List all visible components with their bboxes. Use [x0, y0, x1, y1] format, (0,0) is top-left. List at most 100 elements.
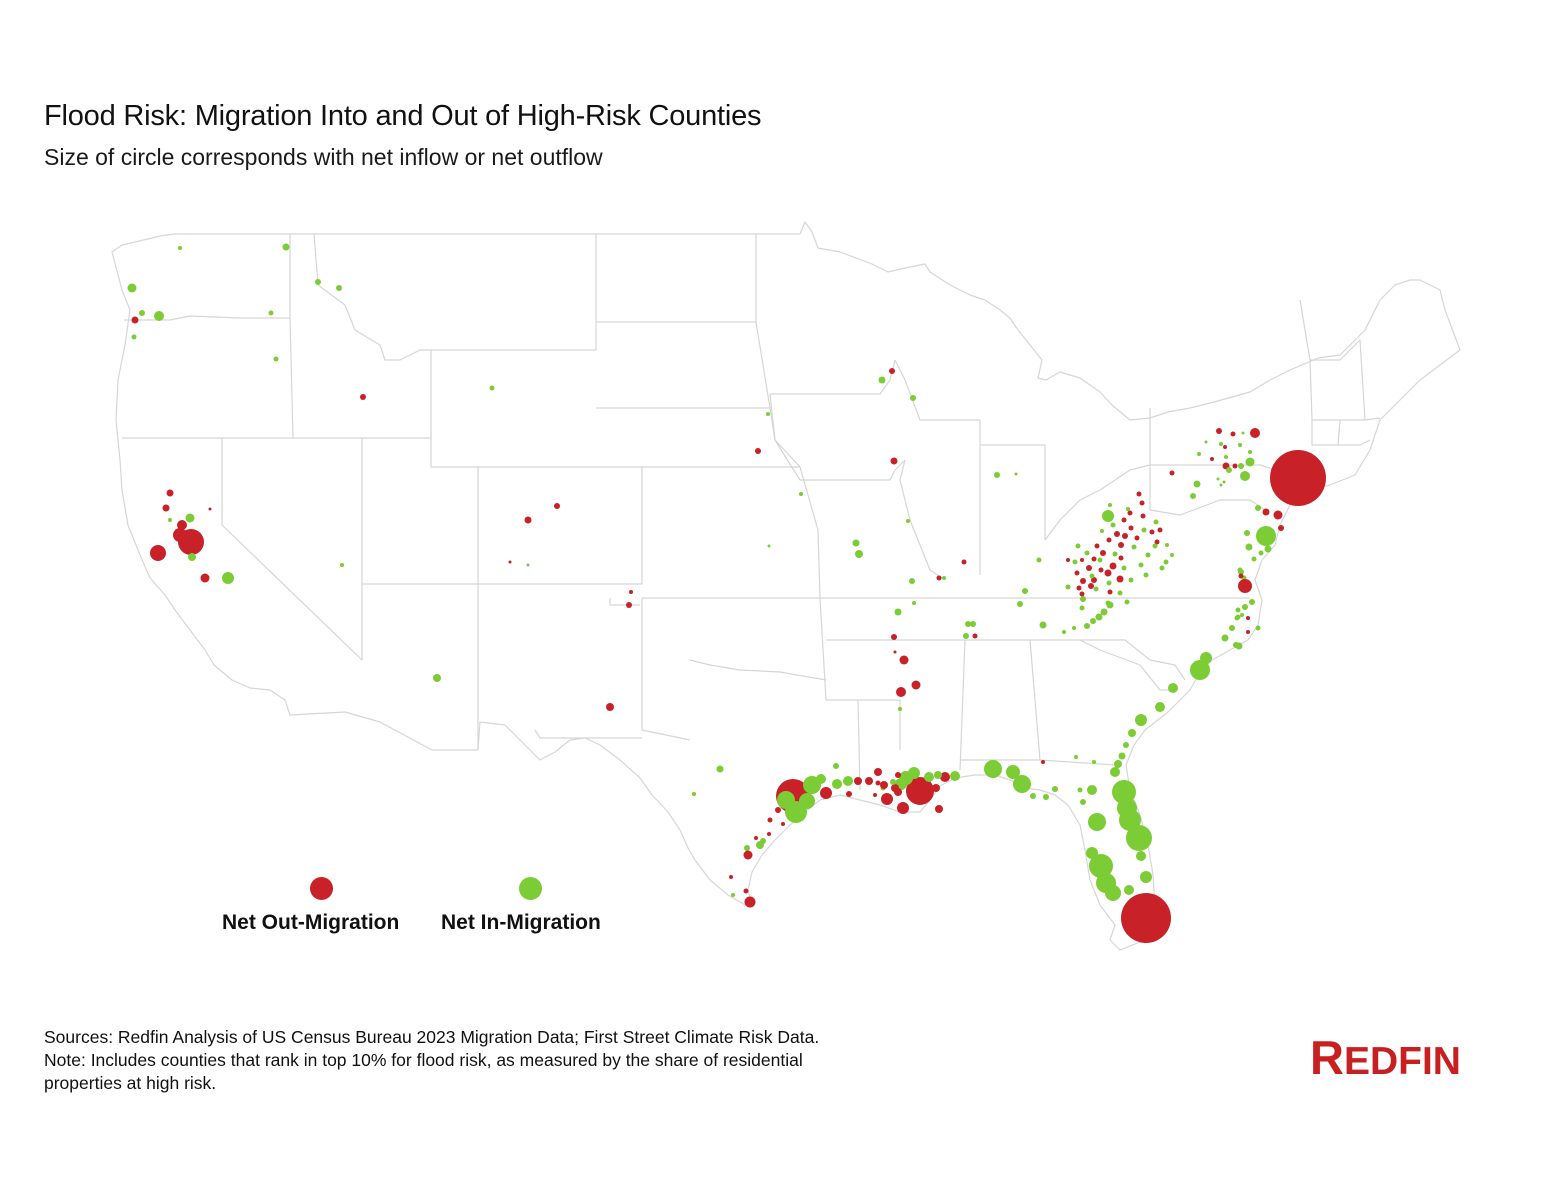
out-migration-circle — [755, 448, 761, 454]
out-migration-circle — [1149, 529, 1155, 535]
in-migration-circle — [1163, 559, 1169, 565]
in-migration-circle — [1039, 621, 1047, 629]
in-migration-circle — [1013, 775, 1031, 793]
out-migration-circle — [1080, 558, 1084, 562]
note-text-line1: Note: Includes counties that rank in top… — [44, 1050, 803, 1070]
in-migration-circle — [282, 243, 290, 251]
in-migration-circle — [1017, 601, 1023, 607]
in-migration-circle — [909, 578, 915, 584]
out-migration-circle — [1136, 491, 1142, 497]
out-migration-circle — [1091, 556, 1097, 562]
in-migration-circle — [1100, 529, 1104, 533]
out-migration-circle — [1210, 457, 1214, 461]
in-migration-circle — [1224, 455, 1228, 459]
out-migration-circle — [1223, 445, 1227, 449]
in-migration-circle — [1251, 556, 1257, 562]
out-migration-circle — [1098, 567, 1104, 573]
in-migration-circle — [1143, 572, 1149, 578]
in-migration-circle — [1234, 615, 1240, 621]
in-migration-circle — [273, 356, 279, 362]
in-migration-circle — [1084, 550, 1090, 556]
in-migration-circle — [833, 763, 839, 769]
out-migration-circle — [208, 507, 212, 511]
in-migration-circle — [1110, 522, 1116, 528]
in-migration-circle — [963, 633, 969, 639]
in-migration-circle — [799, 492, 803, 496]
out-migration-circle — [200, 573, 210, 583]
out-migration-circle — [754, 836, 758, 840]
out-migration-circle — [1139, 500, 1145, 506]
in-migration-circle — [912, 601, 916, 605]
in-migration-circle — [1235, 642, 1243, 650]
out-migration-circle — [1230, 431, 1236, 437]
out-migration-circle — [554, 503, 560, 509]
out-migration-circle — [880, 781, 888, 789]
in-migration-circle — [1126, 825, 1152, 851]
out-migration-circle — [1086, 565, 1092, 571]
out-migration-circle — [1107, 589, 1113, 595]
in-migration-circle — [731, 893, 735, 897]
out-migration-circle — [893, 650, 897, 654]
in-migration-circle — [1145, 552, 1151, 558]
note-text-line2: properties at high risk. — [44, 1073, 217, 1093]
in-migration-circle — [1097, 557, 1103, 563]
out-migration-circle — [1076, 585, 1082, 591]
out-migration-circle — [846, 791, 852, 797]
in-migration-circle — [910, 395, 916, 401]
in-migration-circle — [1138, 562, 1144, 568]
out-migration-circle — [1094, 543, 1100, 549]
out-migration-circle — [899, 655, 909, 665]
in-migration-circle — [843, 776, 853, 786]
out-migration-circle — [1116, 575, 1124, 583]
in-migration-circle — [906, 519, 910, 523]
out-migration-circle — [1104, 569, 1112, 577]
out-migration-circle — [890, 457, 898, 465]
in-migration-circle — [756, 841, 764, 849]
out-migration-circle — [629, 590, 633, 594]
out-migration-circle — [150, 545, 166, 561]
in-migration-circle — [1255, 625, 1261, 631]
out-migration-circle — [895, 772, 901, 778]
in-migration-circle — [1105, 885, 1121, 901]
in-migration-circle — [1124, 885, 1134, 895]
in-migration-circle — [777, 791, 795, 809]
legend-in-label: Net In-Migration — [441, 911, 601, 934]
in-migration-circle — [1248, 450, 1252, 454]
in-migration-circle — [1114, 760, 1122, 768]
in-migration-circle — [1065, 584, 1071, 590]
out-migration-circle — [131, 316, 139, 324]
out-migration-circle — [1246, 616, 1250, 620]
in-migration-circle — [526, 563, 530, 567]
in-migration-circle — [188, 553, 196, 561]
in-migration-circle — [1077, 787, 1083, 793]
in-migration-circle — [1244, 530, 1250, 536]
in-migration-circle — [1110, 767, 1120, 777]
out-migration-circle — [767, 832, 771, 836]
out-migration-circle — [1270, 450, 1326, 506]
in-migration-circle — [168, 518, 172, 522]
in-migration-circle — [898, 707, 902, 711]
in-migration-circle — [1256, 526, 1276, 546]
in-migration-circle — [1072, 559, 1078, 565]
in-migration-circle — [1235, 607, 1241, 613]
in-migration-circle — [1153, 519, 1159, 525]
in-migration-circle — [1052, 786, 1058, 792]
in-migration-circle — [716, 765, 724, 773]
out-migration-circle — [940, 772, 950, 782]
out-migration-circle — [360, 394, 366, 400]
out-migration-circle — [1127, 510, 1133, 516]
in-migration-circle — [1075, 543, 1081, 549]
out-migration-circle — [781, 822, 785, 826]
in-migration-circle — [1159, 565, 1165, 571]
out-migration-circle — [897, 802, 909, 814]
legend-out-label: Net Out-Migration — [222, 911, 400, 934]
out-migration-circle — [1121, 893, 1171, 943]
out-migration-circle — [961, 559, 967, 565]
in-migration-circle — [1245, 543, 1253, 551]
in-migration-circle — [1128, 577, 1134, 583]
in-migration-circle — [692, 792, 696, 796]
out-migration-circle — [1134, 535, 1140, 541]
logo-rest: EDFIN — [1343, 1040, 1461, 1083]
in-migration-circle — [131, 334, 137, 340]
